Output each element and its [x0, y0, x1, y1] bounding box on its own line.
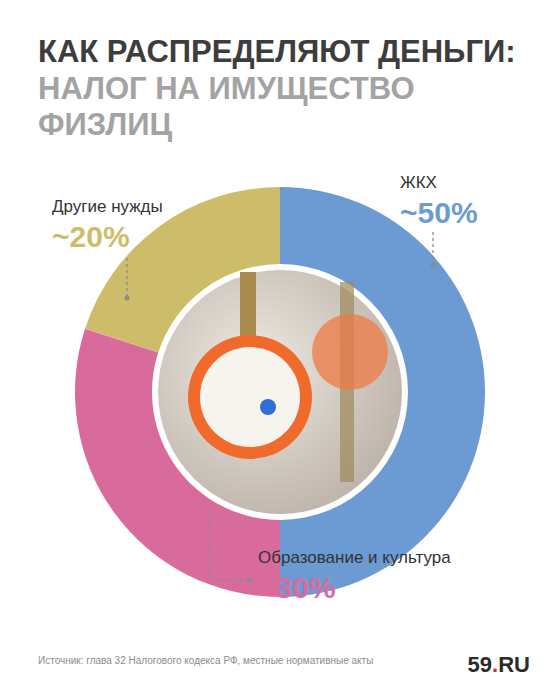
category-label: Образование и культура	[258, 548, 451, 567]
meter-face	[200, 347, 300, 447]
logo: 59.RU	[468, 652, 530, 677]
leader-dot	[431, 263, 436, 268]
center-circle	[158, 270, 402, 514]
meter-dot	[260, 399, 276, 415]
category-label: ЖКХ	[400, 173, 437, 192]
data-label: ~50%	[400, 196, 478, 229]
data-label: ~20%	[52, 220, 130, 253]
title: КАК РАСПРЕДЕЛЯЮТ ДЕНЬГИ:	[38, 34, 516, 69]
donut	[75, 187, 485, 597]
leader-dot	[248, 578, 253, 583]
leader-line	[126, 258, 127, 298]
meter-ring	[188, 335, 312, 459]
center-image	[158, 270, 402, 514]
subtitle: НАЛОГ НА ИМУЩЕСТВОФИЗЛИЦ	[38, 71, 415, 143]
leader-dot	[125, 296, 130, 301]
leader-line	[432, 232, 433, 265]
background	[0, 0, 560, 700]
leader-line	[210, 508, 250, 580]
meter-ring	[312, 314, 388, 390]
data-label: ~30%	[258, 571, 336, 604]
category-label: Другие нужды	[52, 197, 163, 216]
source: Источник: глава 32 Налогового кодекса РФ…	[38, 655, 373, 666]
